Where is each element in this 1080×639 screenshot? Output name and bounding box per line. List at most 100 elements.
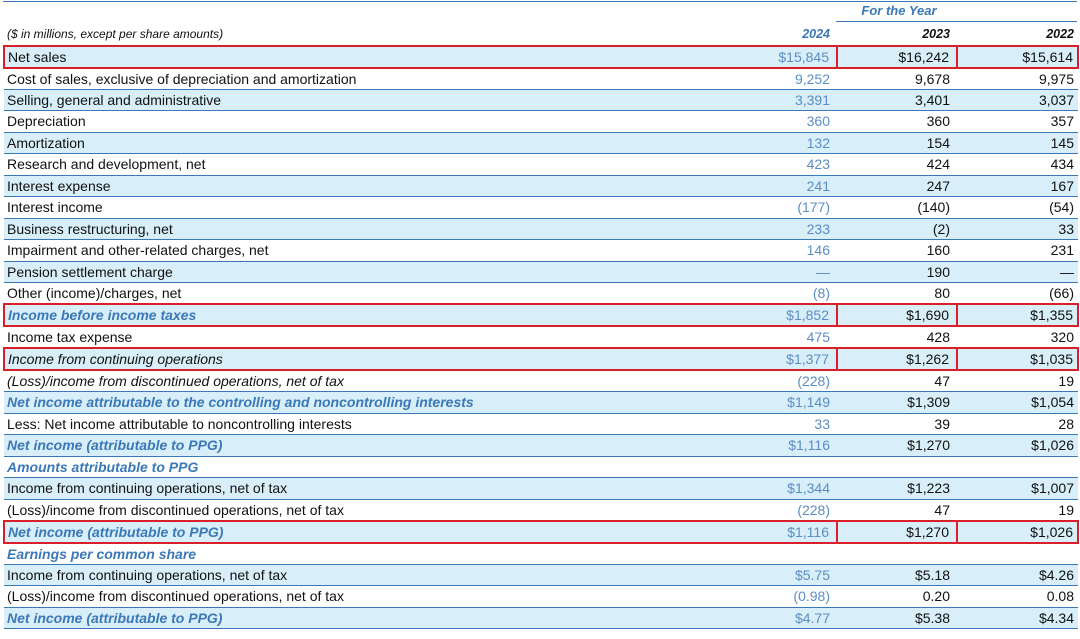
table-row: Income before income taxes $1,852 $1,690 $1… [3, 303, 1079, 327]
value-2024: 3,391 [717, 89, 837, 111]
period-rule [836, 21, 1077, 22]
value-2023: $1,262 [837, 347, 958, 371]
statement-table: ($ in millions, except per share amounts… [3, 24, 1079, 629]
value-2022: (66) [957, 282, 1078, 305]
value-2023 [837, 542, 957, 565]
row-label: Net income attributable to the controlli… [4, 391, 717, 414]
value-2024: $1,116 [717, 519, 838, 544]
value-2022: $15,614 [957, 44, 1079, 69]
value-2024: 9,252 [717, 67, 837, 90]
value-2022: 3,037 [957, 89, 1078, 111]
value-2023: $1,690 [837, 303, 958, 327]
value-2024: (8) [717, 282, 837, 305]
value-2023: 47 [837, 370, 957, 392]
value-2023: (140) [837, 196, 957, 219]
row-label: Net income (attributable to PPG) [3, 519, 717, 544]
row-label: Income from continuing operations, net o… [4, 477, 717, 500]
row-label: Net sales [3, 44, 717, 69]
table-row: Amortization 132 154 145 [4, 132, 1078, 154]
table-row: (Loss)/income from discontinued operatio… [4, 370, 1078, 392]
value-2024: $1,377 [717, 347, 838, 371]
year-header-2022: 2022 [957, 24, 1078, 46]
value-2024: $15,845 [717, 44, 838, 69]
table-row: Impairment and other-related charges, ne… [4, 239, 1078, 262]
row-label: Amortization [4, 132, 717, 154]
value-2024: — [717, 261, 837, 283]
table-row: Net income attributable to the controlli… [4, 391, 1078, 414]
value-2022: 19 [957, 499, 1078, 521]
row-label: (Loss)/income from discontinued operatio… [4, 499, 717, 521]
value-2024: (0.98) [717, 585, 837, 608]
value-2023: 80 [837, 282, 957, 305]
value-2023: $5.38 [837, 607, 957, 629]
value-2024: (177) [717, 196, 837, 219]
table-row: (Loss)/income from discontinued operatio… [4, 499, 1078, 521]
top-rule [3, 1, 1077, 2]
row-label: Less: Net income attributable to noncont… [4, 413, 717, 435]
value-2023: (2) [837, 218, 957, 240]
value-2023: 160 [837, 239, 957, 262]
row-label: Net income (attributable to PPG) [4, 607, 717, 629]
value-2022: 0.08 [957, 585, 1078, 608]
value-2023: 424 [837, 153, 957, 176]
row-label: (Loss)/income from discontinued operatio… [4, 585, 717, 608]
value-2022: 434 [957, 153, 1078, 176]
value-2022: $4.34 [957, 607, 1078, 629]
table-row: Amounts attributable to PPG [4, 456, 1078, 478]
value-2022: 33 [957, 218, 1078, 240]
table-row: Depreciation 360 360 357 [4, 110, 1078, 133]
table-row: Net income (attributable to PPG) $1,116 $1… [4, 434, 1078, 457]
value-2024: (228) [717, 499, 837, 521]
value-2024: (228) [717, 370, 837, 392]
value-2024: $1,852 [717, 303, 838, 327]
value-2024: 423 [717, 153, 837, 176]
value-2022: 28 [957, 413, 1078, 435]
table-row: Research and development, net 423 424 434 [4, 153, 1078, 176]
value-2024: $1,149 [717, 391, 837, 414]
column-header-row: ($ in millions, except per share amounts… [4, 24, 1078, 46]
value-2022 [957, 456, 1078, 478]
value-2024: 360 [717, 110, 837, 133]
value-2022: 320 [957, 326, 1078, 349]
row-label: Earnings per common share [4, 542, 717, 565]
value-2024: 241 [717, 175, 837, 197]
value-2023: 154 [837, 132, 957, 154]
row-label: Depreciation [4, 110, 717, 133]
value-2022: $1,026 [957, 519, 1079, 544]
row-label: (Loss)/income from discontinued operatio… [4, 370, 717, 392]
value-2022: $1,355 [957, 303, 1079, 327]
value-2022: 19 [957, 370, 1078, 392]
value-2022: $1,026 [957, 434, 1078, 457]
value-2023: 3,401 [837, 89, 957, 111]
value-2023: 0.20 [837, 585, 957, 608]
table-row: Less: Net income attributable to noncont… [4, 413, 1078, 435]
value-2024: $1,344 [717, 477, 837, 500]
table-row: Income from continuing operations, net o… [4, 564, 1078, 586]
value-2023: $5.18 [837, 564, 957, 586]
value-2022: 145 [957, 132, 1078, 154]
value-2023: 47 [837, 499, 957, 521]
value-2024: 132 [717, 132, 837, 154]
value-2024: $4.77 [717, 607, 837, 629]
row-label: Interest expense [4, 175, 717, 197]
table-row: Income tax expense 475 428 320 [4, 326, 1078, 349]
table-row: Net sales $15,845 $16,242 $15,614 [3, 44, 1079, 69]
table-row: Pension settlement charge —190— [4, 261, 1078, 283]
value-2024 [717, 542, 837, 565]
value-2022: $1,035 [957, 347, 1079, 371]
table-row: (Loss)/income from discontinued operatio… [4, 585, 1078, 608]
table-row: Income from continuing operations, net o… [4, 477, 1078, 500]
table-row: Cost of sales, exclusive of depreciation… [4, 67, 1078, 90]
table-row: Interest income (177) (140) (54) [4, 196, 1078, 219]
row-label: Income from continuing operations, net o… [4, 564, 717, 586]
value-2022: 357 [957, 110, 1078, 133]
row-label: Impairment and other-related charges, ne… [4, 239, 717, 262]
value-2024: 146 [717, 239, 837, 262]
year-header-2024: 2024 [717, 24, 837, 46]
value-2023: 428 [837, 326, 957, 349]
row-label: Income before income taxes [3, 303, 717, 327]
table-row: Net income (attributable to PPG) $1,116 $1… [3, 519, 1079, 544]
value-2022: (54) [957, 196, 1078, 219]
units-label: ($ in millions, except per share amounts… [4, 24, 717, 46]
